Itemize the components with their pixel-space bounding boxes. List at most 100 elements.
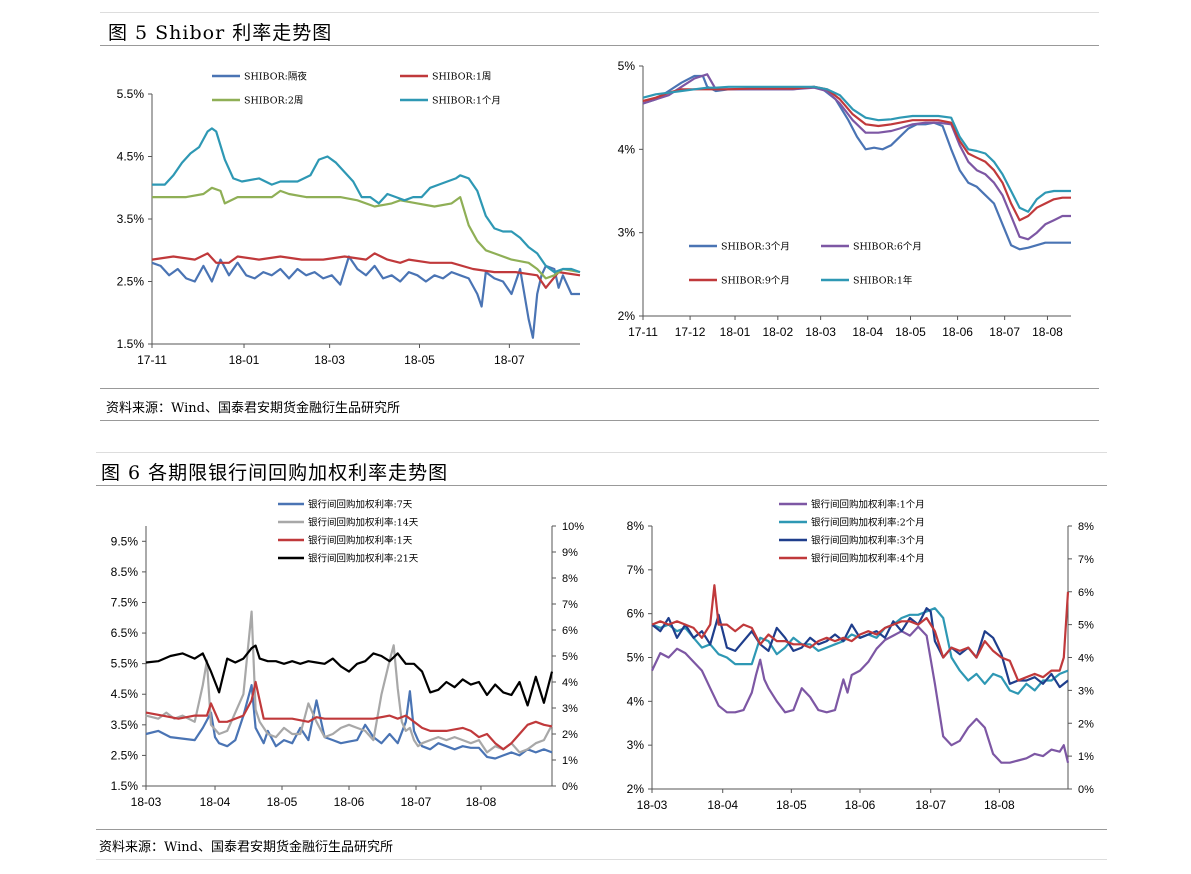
- chart-c1-svg: 1.5% 2.5% 3.5% 4.5% 5.5% 17-11 18-01 18-03 18-05…: [117, 71, 581, 367]
- series-line-3: [152, 186, 581, 280]
- y-tick-label: 9.5%: [111, 534, 139, 548]
- x-tick-label: 18-05: [404, 353, 435, 367]
- y2-tick-label: 6%: [562, 625, 578, 637]
- y2-tick-label: 0%: [1078, 784, 1094, 796]
- series-line-4: [651, 584, 1070, 682]
- y2-tick-label: 6%: [1078, 587, 1094, 599]
- y2-tick-label: 2%: [1078, 718, 1094, 730]
- y2-tick-label: 7%: [1078, 554, 1094, 566]
- legend-label: SHIBOR:隔夜: [244, 71, 307, 83]
- x-tick-label: 18-05: [895, 325, 926, 339]
- legend-label: 银行间回购加权利率:14天: [308, 517, 419, 529]
- x-tick-label: 17-11: [628, 325, 658, 339]
- fig5-source: 资料来源：Wind、国泰君安期货金融衍生品研究所: [106, 401, 400, 416]
- series-line-2: [642, 73, 1071, 241]
- y2-tick-label: 7%: [562, 599, 578, 611]
- legend-label: SHIBOR:1年: [853, 275, 913, 287]
- series-line-1: [151, 255, 580, 339]
- y-tick-label: 2%: [627, 782, 645, 796]
- legend-label: 银行间回购加权利率:4个月: [811, 553, 925, 565]
- x-tick-label: 18-03: [805, 325, 836, 339]
- chart-c3-svg: 1.5% 2.5% 3.5% 4.5% 5.5% 6.5% 7.5% 8.5% 9.5% 0% 1%…: [111, 499, 585, 810]
- series-line-3: [145, 680, 553, 751]
- y2-tick-label: 10%: [562, 521, 584, 533]
- legend-label: SHIBOR:3个月: [721, 242, 790, 253]
- y-tick-label: 4.5%: [111, 687, 139, 701]
- y-tick-label: 5%: [627, 651, 645, 665]
- x-tick-label: 18-01: [229, 353, 260, 367]
- legend-label: SHIBOR:1周: [432, 72, 491, 83]
- series-line-4: [152, 127, 581, 274]
- series-line-1: [642, 74, 1071, 251]
- series-line-2: [151, 252, 581, 289]
- series-line-2: [651, 607, 1069, 695]
- y-tick-label: 3%: [627, 738, 645, 752]
- fig5-bottom-rule: [100, 388, 1099, 389]
- y-tick-label: 5%: [618, 59, 636, 73]
- x-tick-label: 18-04: [852, 325, 883, 339]
- y2-tick-label: 2%: [562, 729, 578, 741]
- y-tick-label: 1.5%: [117, 337, 145, 351]
- x-tick-label: 18-03: [637, 798, 668, 812]
- x-tick-label: 18-08: [984, 798, 1015, 812]
- y-tick-label: 3.5%: [111, 718, 139, 732]
- x-tick-label: 18-04: [200, 795, 231, 809]
- series-line-1: [651, 625, 1070, 764]
- x-tick-label: 18-02: [762, 325, 793, 339]
- fig6-title-rule: [96, 485, 1107, 486]
- y-tick-label: 8%: [627, 519, 645, 533]
- y-tick-label: 4%: [618, 142, 636, 156]
- legend-label: 银行间回购加权利率:3个月: [811, 535, 925, 547]
- chart-c4-svg: 2% 3% 4% 5% 6% 7% 8% 0% 1% 2% 3% 4% 5% 6% 7% 8% 18-03 18-…: [627, 499, 1094, 813]
- y2-tick-label: 8%: [1078, 521, 1094, 533]
- y-tick-label: 2%: [618, 309, 636, 323]
- y2-tick-label: 5%: [1078, 620, 1094, 632]
- x-tick-label: 18-01: [720, 325, 751, 339]
- y-tick-label: 1.5%: [111, 779, 139, 793]
- series-line-2: [145, 610, 553, 754]
- series-line-4: [642, 85, 1071, 213]
- fig6-title: 图 6 各期限银行间回购加权利率走势图: [101, 462, 449, 484]
- legend-label: 银行间回购加权利率:7天: [308, 499, 413, 511]
- x-tick-label: 18-08: [1032, 325, 1063, 339]
- y-tick-label: 8.5%: [111, 565, 139, 579]
- x-tick-label: 18-03: [314, 353, 345, 367]
- y2-tick-label: 0%: [562, 781, 578, 793]
- x-tick-label: 18-07: [401, 795, 432, 809]
- x-tick-label: 18-05: [267, 795, 298, 809]
- y-tick-label: 3%: [618, 226, 636, 240]
- x-tick-label: 18-06: [942, 325, 973, 339]
- x-tick-label: 17-11: [137, 353, 167, 367]
- legend-label: SHIBOR:9个月: [721, 276, 790, 287]
- y2-tick-label: 4%: [562, 677, 578, 689]
- y2-tick-label: 8%: [562, 573, 578, 585]
- chart-repo-long: 2% 3% 4% 5% 6% 7% 8% 0% 1% 2% 3% 4% 5% 6% 7% 8% 18-03 18-…: [607, 486, 1107, 828]
- series-line-3: [642, 85, 1071, 222]
- fig6-top-rule: [96, 452, 1107, 453]
- legend-label: 银行间回购加权利率:21天: [308, 553, 419, 565]
- top-rule: [100, 12, 1099, 13]
- x-tick-label: 18-03: [131, 795, 162, 809]
- y-tick-label: 3.5%: [117, 212, 145, 226]
- legend-label: 银行间回购加权利率:1天: [308, 535, 413, 547]
- fig6-source-rule: [96, 859, 1107, 860]
- series-line-4: [145, 644, 554, 707]
- legend-label: SHIBOR:6个月: [853, 242, 922, 253]
- x-tick-label: 18-07: [989, 325, 1020, 339]
- y-tick-label: 4.5%: [117, 150, 145, 164]
- x-tick-label: 17-12: [675, 325, 706, 339]
- series-line-3: [651, 607, 1069, 689]
- series-line-1: [145, 684, 553, 760]
- chart-shibor-short: 1.5% 2.5% 3.5% 4.5% 5.5% 17-11 18-01 18-03 18-05…: [100, 46, 600, 388]
- y2-tick-label: 3%: [562, 703, 578, 715]
- y2-tick-label: 4%: [1078, 653, 1094, 665]
- y-tick-label: 4%: [627, 694, 645, 708]
- y-tick-label: 2.5%: [117, 275, 145, 289]
- y2-tick-label: 5%: [562, 651, 578, 663]
- legend-label: SHIBOR:2周: [244, 96, 303, 107]
- x-tick-label: 18-07: [915, 798, 946, 812]
- legend-label: 银行间回购加权利率:1个月: [811, 499, 925, 511]
- y2-tick-label: 1%: [1078, 751, 1094, 763]
- legend-label: 银行间回购加权利率:2个月: [811, 517, 925, 529]
- y-tick-label: 5.5%: [117, 87, 145, 101]
